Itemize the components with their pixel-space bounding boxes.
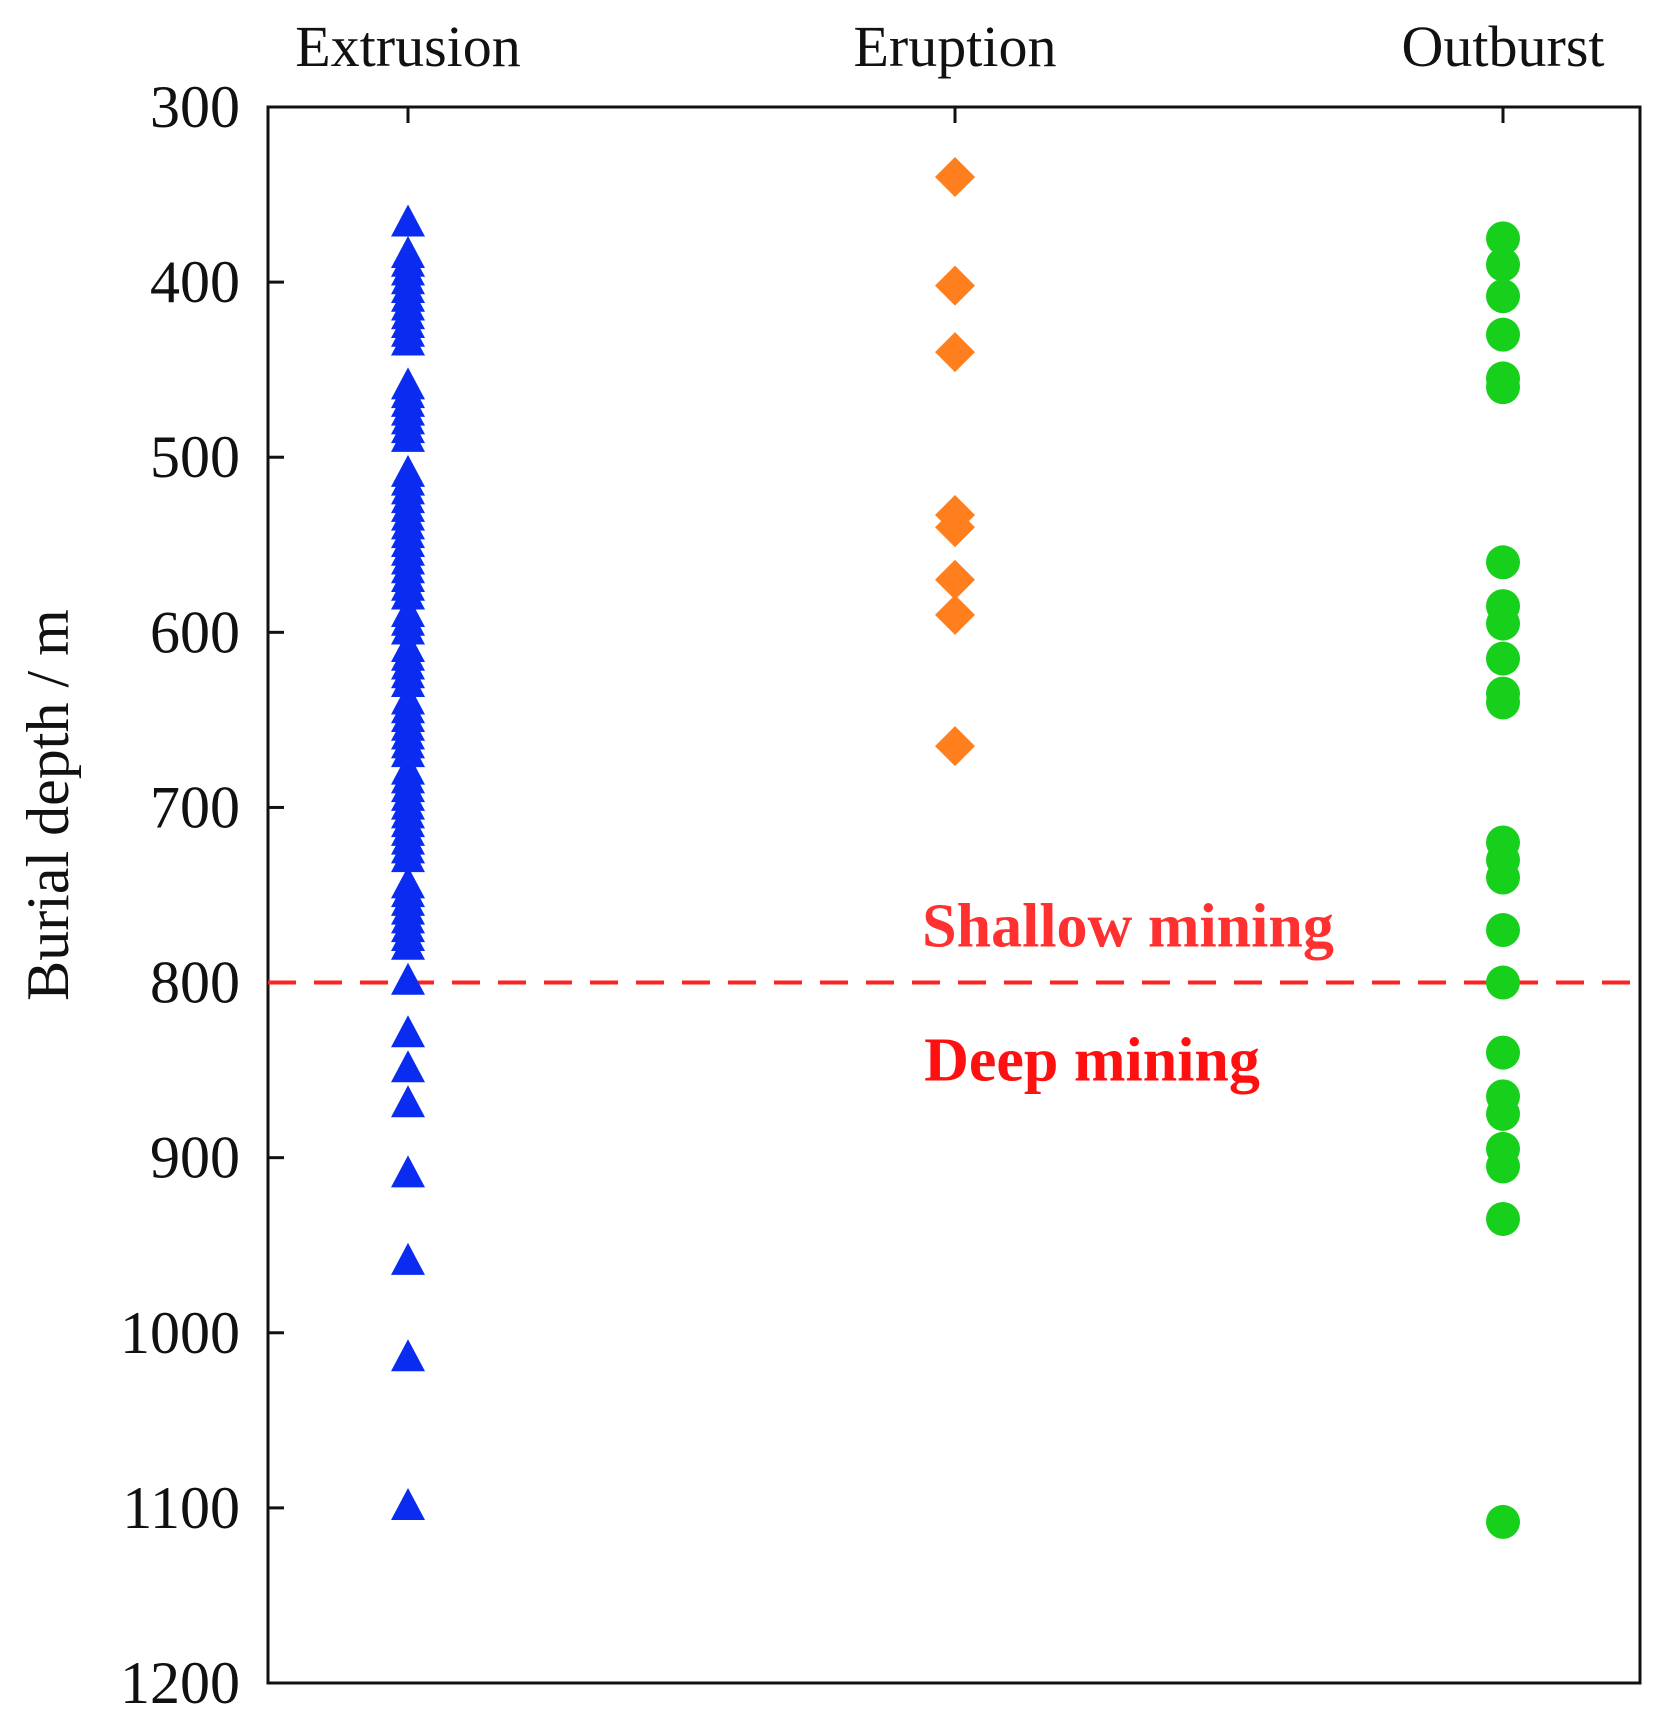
outburst-point [1486, 1096, 1520, 1131]
annotation-deep-mining: Deep mining [924, 1027, 1260, 1095]
outburst-point [1486, 965, 1520, 1000]
y-tick-label: 500 [150, 424, 240, 490]
extrusion-point [391, 419, 425, 452]
category-label: Outburst [1402, 14, 1605, 79]
outburst-point [1486, 370, 1520, 405]
outburst-point [1486, 247, 1520, 282]
eruption-point [935, 157, 975, 198]
outburst-point [1486, 685, 1520, 720]
y-tick-label: 1100 [122, 1475, 240, 1541]
extrusion-point [391, 1488, 425, 1521]
y-tick-label: 1200 [120, 1650, 240, 1716]
extrusion-point [391, 927, 425, 960]
outburst-point [1486, 1149, 1520, 1184]
annotation-shallow-mining: Shallow mining [922, 893, 1334, 961]
extrusion-point [391, 962, 425, 995]
y-tick-label: 800 [150, 950, 240, 1016]
y-axis-title: Burial depth / m [15, 609, 81, 1001]
y-tick-label: 1000 [120, 1300, 240, 1366]
extrusion-point [391, 840, 425, 873]
outburst-point [1486, 1504, 1520, 1539]
eruption-point [935, 726, 975, 767]
extrusion-point [391, 323, 425, 356]
eruption-point [935, 507, 975, 548]
outburst-point [1486, 317, 1520, 352]
outburst-point [1486, 606, 1520, 641]
eruption-point [935, 594, 975, 635]
y-tick-label: 400 [150, 249, 240, 315]
extrusion-point [391, 612, 425, 645]
extrusion-point [391, 665, 425, 698]
extrusion-point [391, 1339, 425, 1372]
eruption-point [935, 332, 975, 373]
outburst-point [1486, 913, 1520, 948]
extrusion-point [391, 1015, 425, 1048]
extrusion-point [391, 204, 425, 237]
outburst-point [1486, 221, 1520, 256]
y-tick-label: 700 [150, 774, 240, 840]
outburst-point [1486, 545, 1520, 580]
extrusion-point [391, 1085, 425, 1118]
outburst-point [1486, 860, 1520, 895]
y-tick-label: 900 [150, 1125, 240, 1191]
outburst-point [1486, 1201, 1520, 1236]
extrusion-point [391, 577, 425, 610]
eruption-point [935, 265, 975, 306]
y-tick-label: 300 [150, 74, 240, 140]
extrusion-point [391, 1242, 425, 1275]
y-tick-label: 600 [150, 599, 240, 665]
category-label: Eruption [854, 14, 1057, 79]
extrusion-point [391, 1155, 425, 1188]
outburst-point [1486, 279, 1520, 314]
extrusion-point [391, 1050, 425, 1083]
outburst-point [1486, 1035, 1520, 1070]
eruption-point [935, 559, 975, 600]
category-label: Extrusion [295, 14, 521, 79]
outburst-point [1486, 641, 1520, 676]
extrusion-point [391, 735, 425, 768]
